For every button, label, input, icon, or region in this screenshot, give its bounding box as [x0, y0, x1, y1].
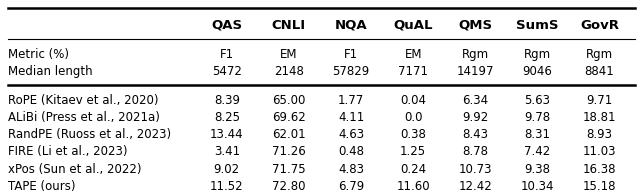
- Text: FIRE (Li et al., 2023): FIRE (Li et al., 2023): [8, 145, 127, 158]
- Text: 10.34: 10.34: [521, 180, 554, 192]
- Text: 15.18: 15.18: [583, 180, 616, 192]
- Text: 0.24: 0.24: [400, 162, 426, 175]
- Text: TAPE (ours): TAPE (ours): [8, 180, 76, 192]
- Text: 18.81: 18.81: [583, 111, 616, 124]
- Text: GovR: GovR: [580, 19, 619, 31]
- Text: F1: F1: [220, 48, 234, 61]
- Text: 9046: 9046: [522, 65, 552, 78]
- Text: Metric (%): Metric (%): [8, 48, 68, 61]
- Text: QMS: QMS: [458, 19, 492, 31]
- Text: 71.26: 71.26: [272, 145, 306, 158]
- Text: 16.38: 16.38: [583, 162, 616, 175]
- Text: 0.38: 0.38: [400, 128, 426, 141]
- Text: 8.78: 8.78: [462, 145, 488, 158]
- Text: 13.44: 13.44: [210, 128, 244, 141]
- Text: 69.62: 69.62: [272, 111, 306, 124]
- Text: 9.71: 9.71: [586, 94, 612, 107]
- Text: 4.83: 4.83: [338, 162, 364, 175]
- Text: 8841: 8841: [585, 65, 614, 78]
- Text: CNLI: CNLI: [272, 19, 306, 31]
- Text: RoPE (Kitaev et al., 2020): RoPE (Kitaev et al., 2020): [8, 94, 158, 107]
- Text: 7.42: 7.42: [524, 145, 550, 158]
- Text: EM: EM: [404, 48, 422, 61]
- Text: Rgm: Rgm: [462, 48, 489, 61]
- Text: xPos (Sun et al., 2022): xPos (Sun et al., 2022): [8, 162, 141, 175]
- Text: Rgm: Rgm: [524, 48, 551, 61]
- Text: 10.73: 10.73: [459, 162, 492, 175]
- Text: 11.60: 11.60: [396, 180, 430, 192]
- Text: 65.00: 65.00: [272, 94, 306, 107]
- Text: 1.77: 1.77: [338, 94, 364, 107]
- Text: 62.01: 62.01: [272, 128, 306, 141]
- Text: 0.04: 0.04: [400, 94, 426, 107]
- Text: 4.63: 4.63: [338, 128, 364, 141]
- Text: 5.63: 5.63: [524, 94, 550, 107]
- Text: 8.31: 8.31: [524, 128, 550, 141]
- Text: 9.92: 9.92: [462, 111, 488, 124]
- Text: 6.34: 6.34: [462, 94, 488, 107]
- Text: 14197: 14197: [456, 65, 494, 78]
- Text: 3.41: 3.41: [214, 145, 240, 158]
- Text: F1: F1: [344, 48, 358, 61]
- Text: 57829: 57829: [332, 65, 370, 78]
- Text: NQA: NQA: [335, 19, 367, 31]
- Text: 8.25: 8.25: [214, 111, 240, 124]
- Text: 4.11: 4.11: [338, 111, 364, 124]
- Text: EM: EM: [280, 48, 298, 61]
- Text: 2148: 2148: [274, 65, 304, 78]
- Text: 11.52: 11.52: [210, 180, 244, 192]
- Text: 9.02: 9.02: [214, 162, 240, 175]
- Text: Rgm: Rgm: [586, 48, 613, 61]
- Text: 0.48: 0.48: [338, 145, 364, 158]
- Text: 8.93: 8.93: [587, 128, 612, 141]
- Text: 7171: 7171: [398, 65, 428, 78]
- Text: QuAL: QuAL: [394, 19, 433, 31]
- Text: Median length: Median length: [8, 65, 92, 78]
- Text: 5472: 5472: [212, 65, 242, 78]
- Text: 12.42: 12.42: [458, 180, 492, 192]
- Text: 6.79: 6.79: [338, 180, 364, 192]
- Text: SumS: SumS: [516, 19, 559, 31]
- Text: 0.0: 0.0: [404, 111, 422, 124]
- Text: 8.39: 8.39: [214, 94, 240, 107]
- Text: RandPE (Ruoss et al., 2023): RandPE (Ruoss et al., 2023): [8, 128, 171, 141]
- Text: 72.80: 72.80: [272, 180, 306, 192]
- Text: QAS: QAS: [211, 19, 243, 31]
- Text: ALiBi (Press et al., 2021a): ALiBi (Press et al., 2021a): [8, 111, 159, 124]
- Text: 1.25: 1.25: [400, 145, 426, 158]
- Text: 9.38: 9.38: [524, 162, 550, 175]
- Text: 71.75: 71.75: [272, 162, 306, 175]
- Text: 11.03: 11.03: [583, 145, 616, 158]
- Text: 8.43: 8.43: [462, 128, 488, 141]
- Text: 9.78: 9.78: [524, 111, 550, 124]
